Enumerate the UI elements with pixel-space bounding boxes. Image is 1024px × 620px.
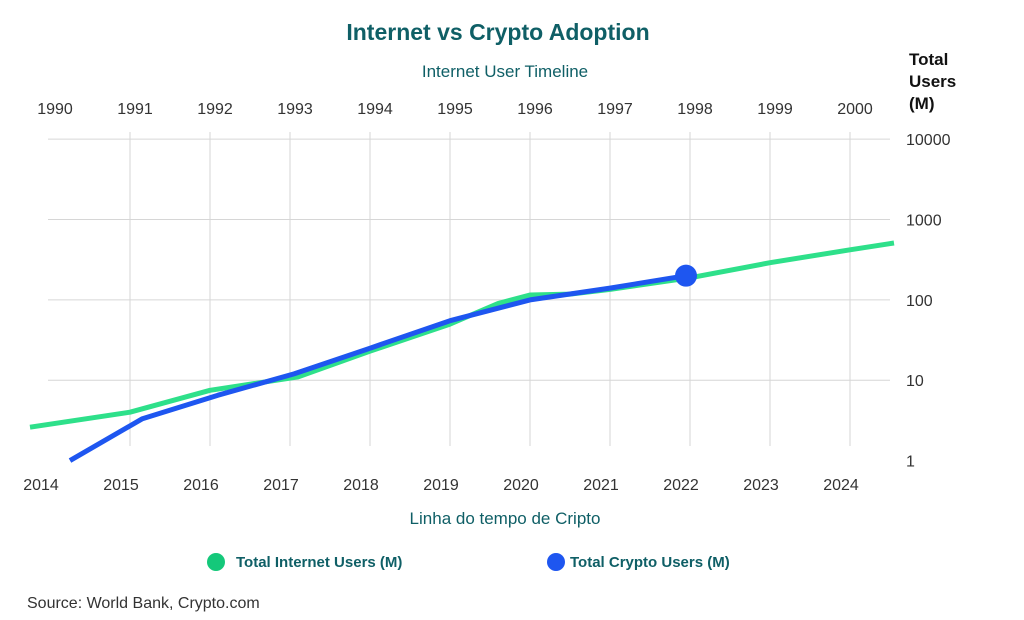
x-axis-tick-label: 2023 [743, 477, 779, 494]
legend-label-crypto: Total Crypto Users (M) [570, 554, 730, 571]
top-axis-tick-label: 1990 [37, 101, 73, 118]
legend-marker-internet [207, 553, 225, 571]
top-axis-tick-label: 1991 [117, 101, 153, 118]
legend: Total Internet Users (M) Total Crypto Us… [207, 553, 730, 571]
top-axis-tick-label: 1998 [677, 101, 713, 118]
legend-label-internet: Total Internet Users (M) [236, 554, 402, 571]
x-axis-tick-label: 2024 [823, 477, 859, 494]
y-axis-tick-label: 1000 [906, 213, 942, 230]
x-axis-tick-label: 2015 [103, 477, 139, 494]
series-group [29, 240, 895, 463]
top-axis-tick-label: 1992 [197, 101, 233, 118]
top-axis-tick-label: 2000 [837, 101, 873, 118]
top-axis-label: Internet User Timeline [422, 62, 588, 81]
y-axis-tick-label: 1 [906, 454, 915, 471]
source-note: Source: World Bank, Crypto.com [27, 595, 260, 612]
x-axis-tick-label: 2021 [583, 477, 619, 494]
legend-marker-crypto [547, 553, 565, 571]
top-axis-tick-label: 1996 [517, 101, 553, 118]
y-axis-label-line-2: Users [909, 72, 956, 91]
x-axis-tick-label: 2016 [183, 477, 219, 494]
top-axis-tick-label: 1993 [277, 101, 313, 118]
top-axis-tick-label: 1995 [437, 101, 473, 118]
y-axis-tick-label: 10000 [906, 132, 951, 149]
y-axis-tick-label: 10 [906, 373, 924, 390]
internet-users-line [29, 240, 895, 430]
top-axis-tick-label: 1994 [357, 101, 393, 118]
x-axis-tick-label: 2019 [423, 477, 459, 494]
crypto-users-line [68, 273, 687, 463]
x-axis-tick-label: 2014 [23, 477, 59, 494]
grid [48, 132, 890, 446]
y-axis-label-line-3: (M) [909, 94, 934, 113]
y-axis-tick-label: 100 [906, 293, 933, 310]
x-axis-tick-label: 2020 [503, 477, 539, 494]
x-axis-tick-label: 2022 [663, 477, 699, 494]
top-axis-tick-label: 1997 [597, 101, 633, 118]
x-axis-tick-label: 2017 [263, 477, 299, 494]
top-axis-ticks: 1990 1991 1992 1993 1994 1995 1996 1997 1998 1999… [37, 101, 873, 118]
crypto-users-end-marker [675, 264, 697, 287]
x-axis-tick-label: 2018 [343, 477, 379, 494]
x-axis-label: Linha do tempo de Cripto [410, 509, 601, 528]
y-axis-label-line-1: Total [909, 50, 948, 69]
y-axis-ticks: 1 10 100 1000 10000 [906, 132, 951, 470]
top-axis-tick-label: 1999 [757, 101, 793, 118]
chart-title: Internet vs Crypto Adoption [346, 19, 649, 45]
bottom-axis-ticks: 2014 2015 2016 2017 2018 2019 2020 2021 2022 2023… [23, 477, 859, 494]
